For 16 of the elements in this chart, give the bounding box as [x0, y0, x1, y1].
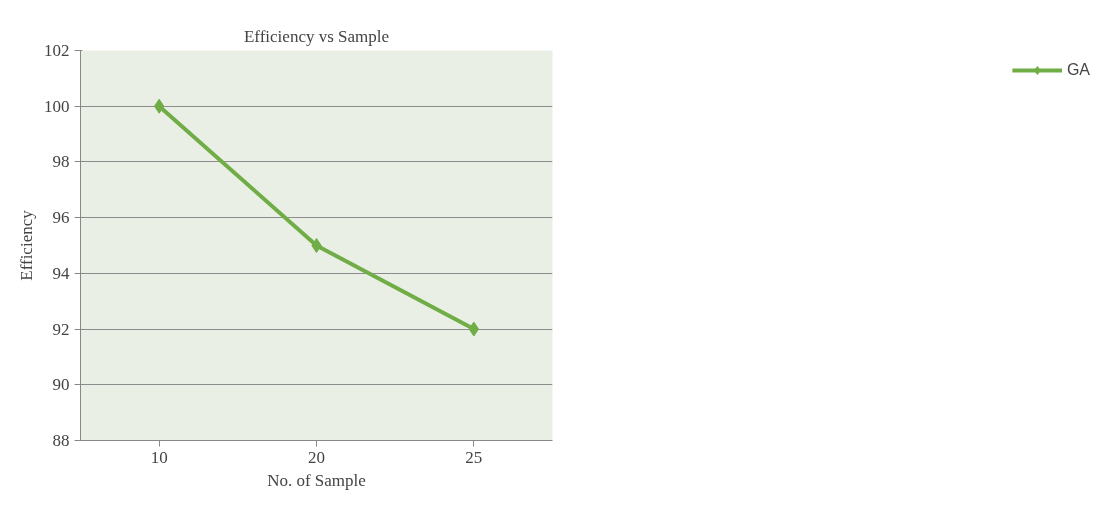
- legend-label: GA: [1066, 61, 1090, 79]
- y-tick-label: 102: [44, 41, 70, 60]
- x-axis-title: No. of Sample: [267, 470, 366, 490]
- y-tick-label: 96: [52, 208, 70, 228]
- x-tick-label: 10: [150, 447, 168, 467]
- chart-title: Efficiency vs Sample: [243, 26, 390, 46]
- point: [311, 238, 322, 253]
- y-tick-label: 90: [52, 375, 70, 395]
- y-tick-label: 88: [52, 431, 70, 450]
- y-tick-label: 94: [52, 263, 70, 283]
- x-tick-label: 25: [465, 447, 483, 467]
- y-tick-label: 98: [52, 152, 70, 172]
- x-tick-label: 20: [308, 447, 325, 467]
- y-tick-label: 92: [52, 319, 70, 339]
- y-tick-label: 100: [44, 96, 70, 116]
- y-axis-title: Efficiency: [17, 209, 36, 281]
